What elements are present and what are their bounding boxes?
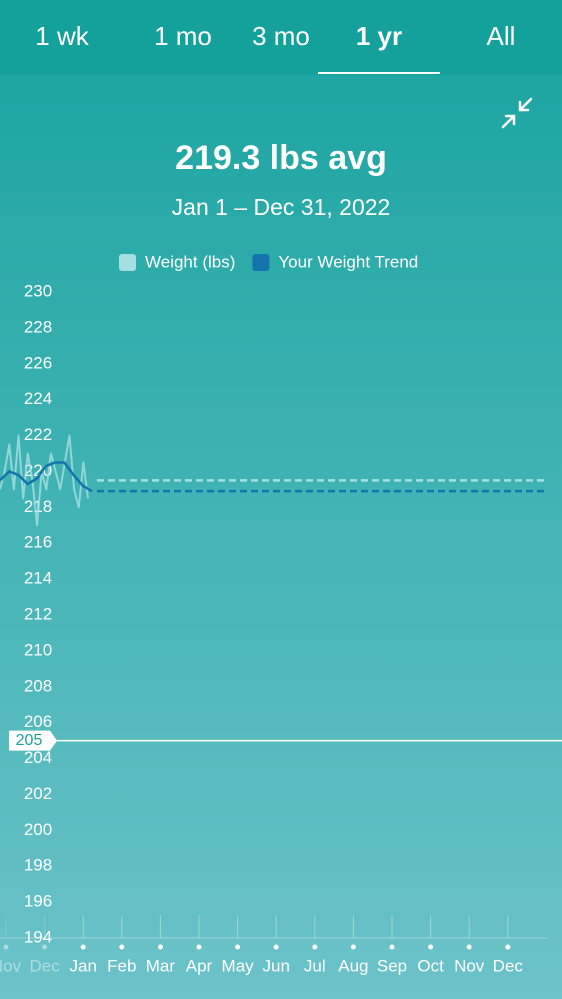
trend-line [0,461,93,493]
y-tick-label: 204 [24,748,52,767]
y-tick-label: 194 [24,927,52,946]
x-tick-label: Jun [262,956,289,975]
x-tick-dot [119,944,125,950]
x-tick-dot [273,944,279,950]
x-tick-label: Jan [69,956,96,975]
x-tick-dot [389,944,395,950]
title: 219.3 lbs avg [175,139,387,177]
tab-bar [0,0,562,75]
collapse-icon[interactable] [501,97,533,129]
x-tick-dot [505,944,511,950]
x-tick-label: Sep [377,956,407,975]
goal-tag [9,730,57,751]
tab[interactable]: 1 wk [35,21,89,51]
y-tick-label: 198 [24,856,52,875]
x-tick-label: Jul [304,956,326,975]
x-tick-label: Dec [29,956,60,975]
tab[interactable]: 1 mo [154,21,212,51]
legend-swatch [119,254,136,271]
x-tick-label: Nov [454,956,485,975]
y-tick-label: 206 [24,712,52,731]
x-tick-dot [235,944,241,950]
goal-label: 205 [16,732,43,749]
tab[interactable]: 3 mo [252,21,310,51]
y-tick-label: 230 [24,281,52,300]
x-tick-dot [42,944,48,950]
y-tick-label: 222 [24,425,52,444]
tab[interactable]: 1 yr [356,21,402,51]
x-tick-label: Oct [417,956,444,975]
x-tick-dot [80,944,86,950]
tab[interactable]: All [487,21,516,51]
y-tick-label: 212 [24,604,52,623]
y-tick-label: 226 [24,353,52,372]
x-tick-label: Mar [146,956,176,975]
x-tick-dot [350,944,356,950]
x-tick-label: Dec [493,956,524,975]
y-tick-label: 202 [24,784,52,803]
y-tick-label: 216 [24,533,52,552]
x-tick-label: Nov [0,956,22,975]
arrow [518,97,533,112]
y-tick-label: 208 [24,676,52,695]
x-tick-dot [312,944,318,950]
x-tick-label: Feb [107,956,136,975]
legend-swatch [252,254,270,271]
x-tick-dot [3,944,9,950]
subtitle: Jan 1 – Dec 31, 2022 [172,194,391,220]
legend-label: Your Weight Trend [278,252,418,271]
x-tick-dot [466,944,472,950]
weight-line [0,434,89,527]
x-tick-label: Apr [186,956,213,975]
y-tick-label: 214 [24,569,52,588]
x-tick-label: May [222,956,255,975]
arrow [501,114,516,129]
y-tick-label: 224 [24,389,52,408]
x-tick-label: Aug [338,956,368,975]
y-tick-label: 200 [24,820,52,839]
tab-underline [318,72,440,74]
x-tick-dot [428,944,434,950]
y-tick-label: 196 [24,892,52,911]
legend-label: Weight (lbs) [145,252,235,271]
x-tick-dot [196,944,202,950]
y-tick-label: 228 [24,317,52,336]
y-tick-label: 210 [24,640,52,659]
x-tick-dot [157,944,163,950]
